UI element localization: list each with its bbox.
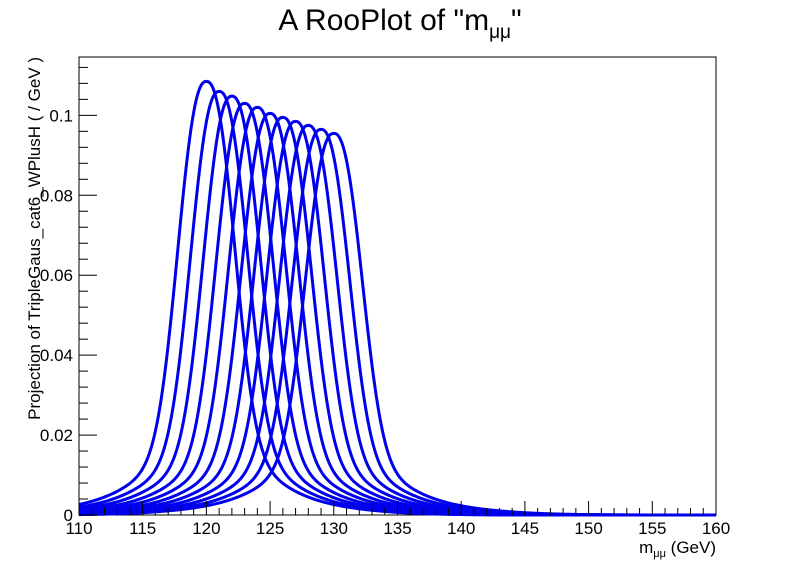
x-tick-label: 125 <box>256 519 284 538</box>
series-line <box>78 89 717 517</box>
y-tick-label: 0.02 <box>40 426 73 445</box>
x-tick-label: 130 <box>320 519 348 538</box>
x-tick-label: 120 <box>192 519 220 538</box>
y-axis: 0 0.02 0.04 0.06 0.08 0.1 <box>40 66 97 525</box>
y-tick-label: 0.06 <box>40 266 73 285</box>
y-tick-label: 0 <box>64 506 73 525</box>
x-tick-label: 110 <box>65 519 92 538</box>
x-tick-label: 155 <box>638 519 666 538</box>
series-line <box>78 131 717 517</box>
y-tick-label: 0.04 <box>40 346 73 365</box>
x-tick-label: 150 <box>574 519 602 538</box>
x-tick-label: 145 <box>511 519 539 538</box>
series-line <box>78 79 717 517</box>
y-tick-label: 0.1 <box>49 106 73 125</box>
chart-title: A RooPlot of "mμμ" <box>278 4 521 43</box>
x-axis: 110 115 120 125 130 135 140 145 150 155 160 <box>65 501 730 538</box>
series-line <box>78 94 717 517</box>
x-tick-label: 115 <box>129 519 156 538</box>
y-axis-label: Projection of TripleGaus_cat6_WPlusH ( /… <box>25 57 44 420</box>
x-tick-label: 135 <box>383 519 411 538</box>
x-axis-label: mμμ (GeV) <box>639 538 716 560</box>
series-group <box>78 79 717 517</box>
y-tick-label: 0.08 <box>40 186 73 205</box>
x-tick-label: 140 <box>447 519 475 538</box>
x-tick-label: 160 <box>702 519 730 538</box>
